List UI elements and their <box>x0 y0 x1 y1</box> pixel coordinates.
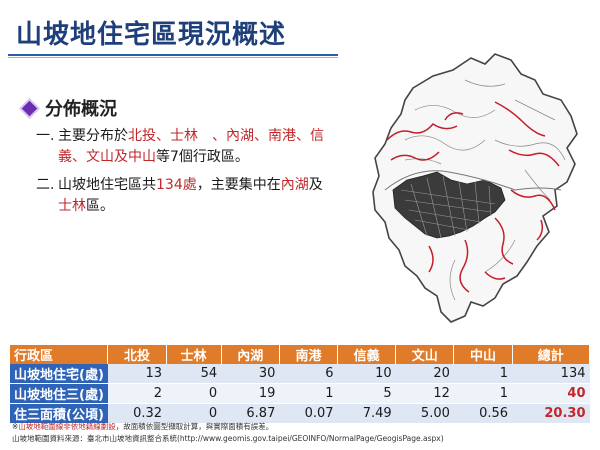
table-cell: 5.00 <box>395 403 454 424</box>
table-cell: 12 <box>395 383 454 404</box>
row-label: 住三面積(公頃) <box>10 403 108 424</box>
footnote-mark: ※ <box>12 422 19 431</box>
total-cell: 134 <box>512 364 590 384</box>
table-cell: 5 <box>337 383 396 404</box>
district-shilin: 士林 <box>58 198 86 214</box>
table-cell: 1 <box>453 383 513 404</box>
bullet-number: 一. <box>36 128 55 144</box>
bullet-text-part: 山坡地住宅區共 <box>58 177 156 193</box>
bullet-text: 山坡地住宅區共134處，主要集中在內湖及士林區。 <box>58 175 336 217</box>
table-row: 山坡地住宅(處) 13 54 30 6 10 20 1 134 <box>10 364 590 384</box>
table-cell: 1 <box>453 364 513 384</box>
bullet-number: 二. <box>36 177 55 193</box>
section-heading-text: 分佈概況 <box>45 99 117 120</box>
urban-texture <box>400 175 496 239</box>
table-header-cell: 總計 <box>512 345 591 364</box>
table-cell: 6.87 <box>221 403 280 424</box>
total-cell: 40 <box>512 383 590 404</box>
table-header-cell: 行政區 <box>10 345 109 364</box>
bullet-text-part: 及 <box>308 177 323 193</box>
table-cell: 1 <box>279 383 338 404</box>
bullet-text-part: 主要分布於 <box>58 128 128 144</box>
table-cell: 0.07 <box>279 403 338 424</box>
bullet-list: 一. 主要分布於北投、士林 、內湖、南港、信 義、文山及中山等7個行政區。 二.… <box>36 126 336 224</box>
table-header-cell: 南港 <box>279 345 339 364</box>
table-cell: 13 <box>107 364 167 384</box>
row-label: 山坡地住宅(處) <box>10 364 108 384</box>
diamond-bullet-icon <box>21 100 38 116</box>
bullet-text-part: 等7個行政區。 <box>156 149 249 165</box>
total-cell: 20.30 <box>512 403 590 424</box>
table-cell: 2 <box>107 383 167 404</box>
table-cell: 10 <box>337 364 396 384</box>
table-cell: 30 <box>221 364 280 384</box>
table-cell: 0 <box>166 383 222 404</box>
title-underline-thin <box>8 57 338 58</box>
footnote: ※山坡地範圍線非依地籍線劃設，故面積依圖型擷取計算，與實際面積有誤差。 <box>12 421 273 432</box>
table-header-cell: 北投 <box>107 345 167 364</box>
hillside-boundary <box>386 101 560 293</box>
page-title: 山坡地住宅區現況概述 <box>16 20 287 50</box>
table-cell: 20 <box>395 364 454 384</box>
district-statistics-table: 行政區 北投 士林 內湖 南港 信義 文山 中山 總計 山坡地住宅(處) 13 … <box>10 345 591 424</box>
footnote-text: ，故面積依圖型擷取計算，與實際面積有誤差。 <box>115 422 274 431</box>
bullet-text: 主要分布於北投、士林 、內湖、南港、信 義、文山及中山等7個行政區。 <box>58 126 336 168</box>
taipei-hillside-map <box>372 53 578 323</box>
row-label: 山坡地住三(處) <box>10 383 108 404</box>
table-cell: 0.56 <box>453 403 513 424</box>
bullet-item-2: 二. 山坡地住宅區共134處，主要集中在內湖及士林區。 <box>36 175 336 217</box>
table-header-cell: 內湖 <box>221 345 280 364</box>
mountain-lines <box>404 79 566 301</box>
table-row: 山坡地住三(處) 2 0 19 1 5 12 1 40 <box>10 383 590 404</box>
table-cell: 6 <box>279 364 338 384</box>
table-header-row: 行政區 北投 士林 內湖 南港 信義 文山 中山 總計 <box>10 345 591 364</box>
table-header-cell: 文山 <box>395 345 455 364</box>
section-heading: 分佈概況 <box>21 95 117 121</box>
table-row: 住三面積(公頃) 0.32 0 6.87 0.07 7.49 5.00 0.56… <box>10 403 590 424</box>
table-cell: 19 <box>221 383 280 404</box>
table-cell: 0.32 <box>107 403 167 424</box>
total-count: 134處 <box>156 177 197 193</box>
table-header-cell: 中山 <box>453 345 513 364</box>
table-cell: 7.49 <box>337 403 396 424</box>
district-neihu: 內湖 <box>280 177 309 193</box>
river-line <box>384 170 562 191</box>
footnote-emphasis: 山坡地範圍線非依地籍線劃設 <box>18 422 116 431</box>
bullet-item-1: 一. 主要分布於北投、士林 、內湖、南港、信 義、文山及中山等7個行政區。 <box>36 126 336 168</box>
table-cell: 0 <box>166 403 222 424</box>
table-header-cell: 信義 <box>337 345 397 364</box>
title-underline <box>8 54 338 56</box>
table-cell: 54 <box>166 364 222 384</box>
data-source: 山坡地範圍資料來源：臺北市山坡地資訊整合系統(http://www.geomis… <box>12 434 444 443</box>
bullet-text-part: 區。 <box>86 198 114 214</box>
district-names: 北投、士林 、內湖、南港、信 義、文山及中山 <box>58 128 324 165</box>
table-header-cell: 士林 <box>166 345 222 364</box>
bullet-text-part: ，主要集中在 <box>196 177 281 193</box>
